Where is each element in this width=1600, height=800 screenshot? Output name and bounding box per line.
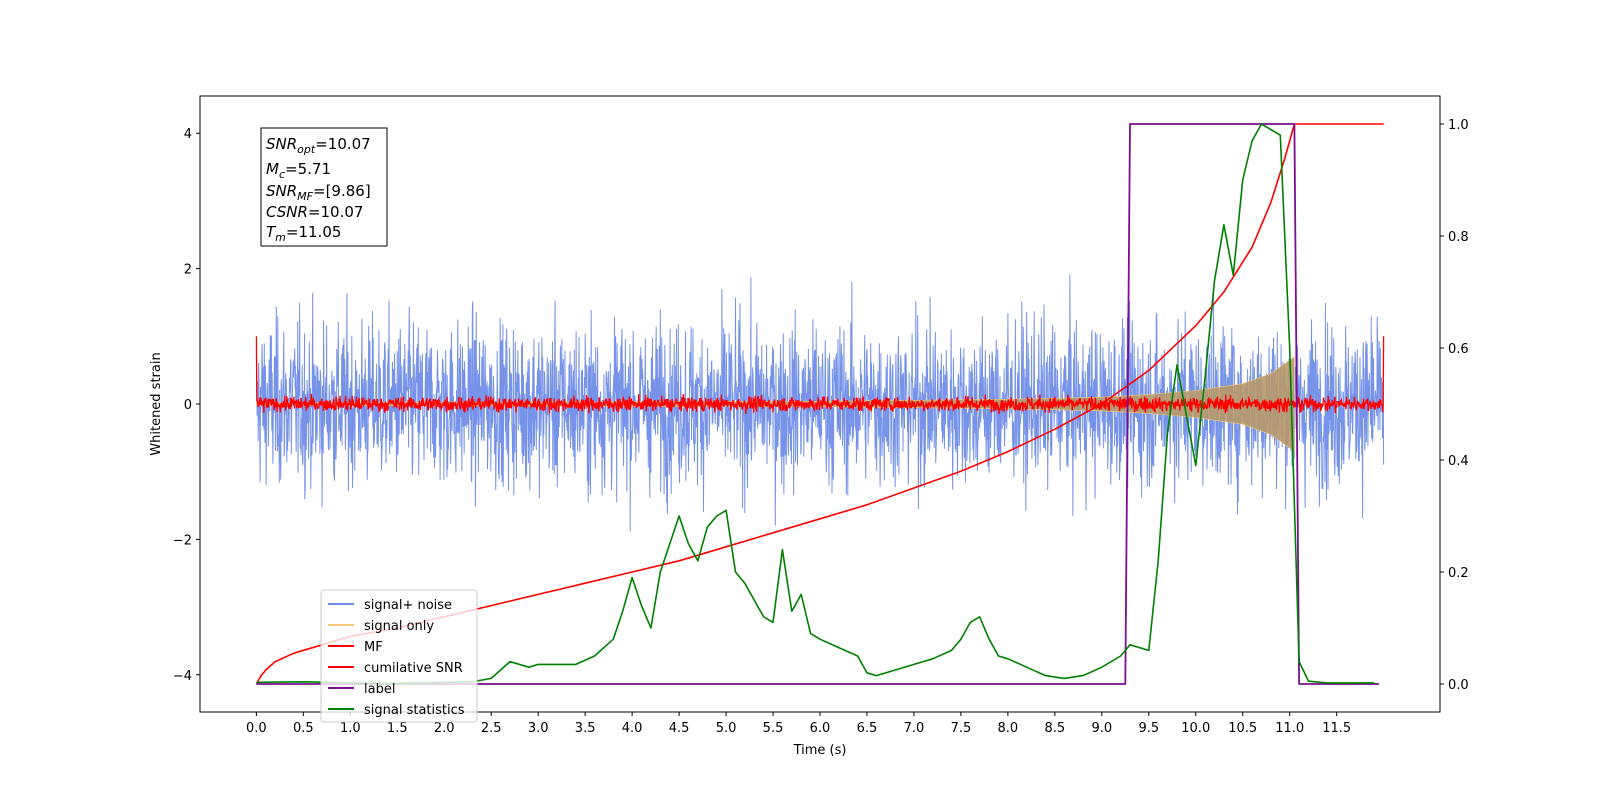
x-tick-label: 5.5: [763, 721, 784, 736]
annotation-tm-sub: m: [275, 231, 286, 244]
x-tick-label: 2.0: [434, 721, 455, 736]
annotation-snr-opt-symbol: SNR: [266, 135, 297, 153]
x-tick-label: 3.5: [575, 721, 596, 736]
svg-text:CSNR=10.07: CSNR=10.07: [266, 203, 363, 221]
legend-frame: [320, 589, 478, 723]
annotation-box: SNRopt=10.07 Mc=5.71 SNRMF=[9.86] CSNR=1…: [260, 127, 388, 247]
y-axis-title: Whitened strain: [149, 352, 164, 455]
series-signal-statistics-line: [256, 123, 1375, 685]
x-tick-label: 1.5: [387, 721, 408, 736]
svg-text:Tm=11.05: Tm=11.05: [266, 223, 341, 244]
svg-text:Mc=5.71: Mc=5.71: [266, 160, 331, 181]
annotation-snr-mf-symbol: SNR: [266, 182, 297, 200]
y-tick-label: 0: [184, 398, 192, 413]
y2-tick-label: 0.6: [1448, 342, 1469, 357]
x-tick-label: 7.5: [951, 721, 972, 736]
x-tick-label: 4.0: [622, 721, 643, 736]
x-tick-label: 7.0: [904, 721, 925, 736]
x-tick-label: 2.5: [481, 721, 502, 736]
y2-tick-label: 0.4: [1448, 454, 1469, 469]
series-label-line: [256, 123, 1379, 685]
y2-tick-label: 1.0: [1448, 118, 1469, 133]
legend-label: signal statistics: [364, 703, 465, 718]
legend-label: signal only: [364, 619, 434, 634]
x-tick-label: 11.0: [1275, 721, 1304, 736]
x-tick-label: 10.5: [1228, 721, 1257, 736]
annotation-snr-mf-sub: MF: [297, 190, 313, 203]
x-tick-label: 6.5: [857, 721, 878, 736]
x-tick-label: 5.0: [716, 721, 737, 736]
annotation-tm-value: =11.05: [286, 223, 342, 241]
y2-tick-label: 0.0: [1448, 678, 1469, 693]
y-tick-label: −2: [173, 533, 192, 548]
y2-tick-label: 0.2: [1448, 566, 1469, 581]
x-tick-label: 9.5: [1138, 721, 1159, 736]
annotation-csnr-symbol: CSNR: [266, 203, 308, 221]
x-tick-label: 11.5: [1322, 721, 1351, 736]
x-tick-label: 6.0: [810, 721, 831, 736]
annotation-tm-symbol: T: [266, 223, 277, 241]
x-tick-label: 10.0: [1181, 721, 1210, 736]
annotation-mc-symbol: M: [266, 160, 279, 178]
annotation-snr-mf-value: =[9.86]: [313, 182, 371, 200]
y-tick-label: 4: [184, 127, 192, 142]
annotation-csnr-value: =10.07: [308, 203, 364, 221]
y-tick-label: −4: [173, 669, 192, 684]
svg-text:SNRopt=10.07: SNRopt=10.07: [266, 135, 371, 156]
svg-text:SNRMF=[9.86]: SNRMF=[9.86]: [266, 182, 371, 203]
y-tick-label: 2: [184, 263, 192, 278]
legend: signal+ noise signal only MF cumilative SNR…: [320, 589, 478, 723]
x-tick-label: 9.0: [1091, 721, 1112, 736]
y2-tick-label: 0.8: [1448, 230, 1469, 245]
annotation-mc-sub: c: [279, 168, 285, 181]
x-tick-label: 4.5: [669, 721, 690, 736]
chart-series-layer: [255, 123, 1385, 685]
legend-label: MF: [364, 640, 383, 655]
legend-label: signal+ noise: [364, 598, 452, 613]
series-mf-line: [255, 336, 1385, 415]
x-tick-label: 1.0: [340, 721, 361, 736]
x-tick-label: 0.0: [246, 721, 267, 736]
series-signal-noise-line: [255, 274, 1385, 532]
x-axis-title: Time (s): [793, 743, 847, 758]
legend-label: cumilative SNR: [364, 661, 463, 676]
x-tick-label: 3.0: [528, 721, 549, 736]
annotation-snr-opt-sub: opt: [297, 143, 316, 156]
annotation-snr-opt-value: =10.07: [315, 135, 371, 153]
chart-axes-layer: 0.0 0.5 1.0 1.5 2.0 2.5 3.0 3.5 4.0 4.5 5.0 5.5 6.0 6…: [173, 118, 1469, 736]
annotation-mc-value: =5.71: [285, 160, 331, 178]
legend-label: label: [364, 682, 395, 697]
x-tick-label: 8.5: [1045, 721, 1066, 736]
x-tick-label: 0.5: [293, 721, 314, 736]
x-tick-label: 8.0: [998, 721, 1019, 736]
